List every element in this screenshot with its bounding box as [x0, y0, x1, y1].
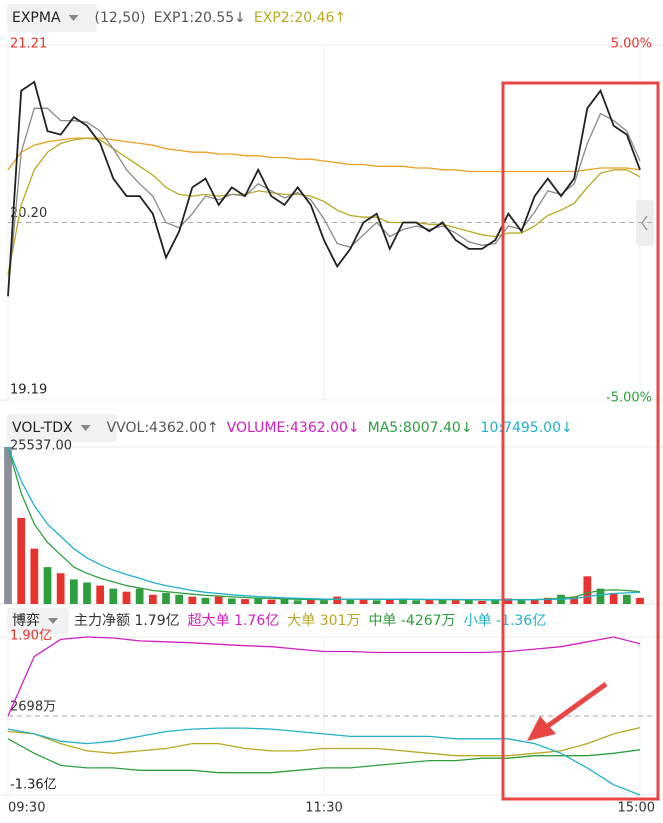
header-item: VOLUME:4362.00↓	[227, 420, 360, 436]
x-tick-label: 15:00	[618, 801, 655, 816]
series-line	[7, 446, 641, 601]
volume-bar	[122, 591, 131, 604]
header-item: 中单 -4267万	[368, 613, 455, 629]
volume-bar	[96, 585, 105, 604]
y-tick-label: -1.36亿	[10, 778, 57, 793]
volume-bar	[583, 576, 592, 604]
volume-bar	[451, 600, 460, 604]
x-tick-label: 09:30	[8, 801, 45, 816]
header-item: 主力净额 1.79亿	[74, 613, 180, 629]
y-tick-label: 1.90亿	[10, 629, 52, 644]
volume-bar	[69, 579, 78, 604]
volume-bar	[280, 599, 289, 604]
volume-bar	[214, 596, 223, 604]
volume-bar	[109, 588, 118, 604]
volume-bar	[385, 599, 394, 604]
volume-bar	[622, 594, 631, 604]
volume-bar	[227, 598, 236, 604]
y2-tick-label: 5.00%	[611, 37, 652, 52]
y-tick-label: 21.21	[10, 37, 47, 52]
header-item: (12,50)	[95, 10, 146, 26]
volume-bar	[399, 598, 407, 604]
series-line	[7, 738, 641, 774]
dropdown-caret	[48, 618, 58, 624]
volume-bar	[306, 599, 315, 604]
volume-bar	[609, 592, 618, 604]
y-tick-label: 19.19	[10, 383, 47, 398]
volume-bar	[135, 588, 144, 604]
series-line	[7, 636, 641, 717]
volume-bar	[293, 600, 302, 604]
volume-bar	[320, 600, 328, 604]
volume-bar	[56, 573, 65, 604]
volume-bar	[491, 600, 500, 604]
annotation-arrow	[543, 681, 608, 731]
volume-bar	[148, 594, 157, 604]
volume-bar	[162, 592, 170, 604]
highlight-box	[501, 81, 660, 801]
volume-bar	[359, 599, 368, 604]
volume-bar	[254, 598, 263, 604]
volume-bar	[438, 599, 447, 604]
panel-title: EXPMA	[12, 10, 61, 26]
indicator-selector[interactable]	[7, 414, 117, 442]
series-line	[7, 727, 641, 796]
volume-bar	[83, 582, 91, 604]
volume-bar	[188, 596, 197, 604]
volume-bar	[543, 597, 552, 604]
header-item: VVOL:4362.00↑	[107, 420, 219, 436]
volume-bar	[530, 599, 539, 604]
volume-bar	[570, 596, 579, 604]
y-tick-label: 25537.00	[10, 439, 72, 454]
series-line	[7, 137, 641, 173]
y2-tick-label: -5.00%	[606, 391, 652, 406]
volume-bar	[504, 598, 513, 604]
volume-bar	[333, 596, 342, 604]
volume-bar	[412, 600, 421, 604]
header-item: 10:7495.00↓	[481, 420, 573, 436]
volume-bar	[201, 597, 210, 604]
volume-bar	[372, 600, 381, 604]
volume-bar	[43, 567, 52, 604]
volume-bar	[425, 599, 434, 604]
header-item: MA5:8007.40↓	[368, 420, 473, 436]
panel-title: 博弈	[12, 612, 40, 629]
series-line	[7, 107, 641, 293]
header-item: EXP1:20.55↓	[154, 10, 246, 26]
indicator-selector[interactable]	[7, 4, 97, 32]
y-tick-label: 2698万	[10, 700, 56, 715]
dropdown-caret	[68, 15, 79, 21]
indicator-selector[interactable]	[7, 608, 69, 634]
volume-bar	[4, 447, 12, 604]
volume-bar	[175, 594, 184, 604]
header-item: EXP2:20.46↑	[254, 10, 346, 26]
volume-bar	[30, 548, 39, 604]
dropdown-caret	[80, 425, 91, 431]
volume-bar	[464, 599, 473, 604]
annotation-arrowhead	[527, 716, 556, 741]
volume-bar	[17, 517, 26, 604]
volume-bar	[596, 588, 605, 604]
volume-bar	[267, 599, 276, 604]
volume-bar	[241, 599, 249, 604]
volume-bar	[478, 600, 486, 604]
volume-bar	[636, 597, 644, 604]
series-line	[7, 726, 641, 757]
header-item: 小单 -1.36亿	[464, 613, 547, 629]
volume-bar	[517, 599, 526, 604]
panel-title: VOL-TDX	[12, 420, 73, 436]
series-line	[7, 80, 641, 297]
header-item: 超大单 1.76亿	[188, 613, 280, 629]
volume-bar	[346, 599, 355, 604]
header-item: 大单 301万	[287, 613, 360, 629]
x-tick-label: 11:30	[305, 801, 342, 816]
